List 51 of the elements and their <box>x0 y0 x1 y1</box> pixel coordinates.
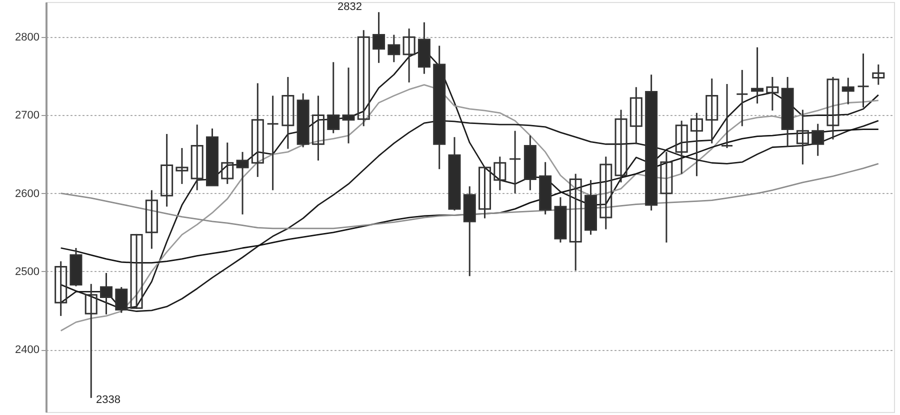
candlestick <box>54 260 68 317</box>
candlestick <box>766 76 779 112</box>
candlestick <box>357 29 370 127</box>
candlestick <box>569 173 582 272</box>
candlestick <box>826 76 840 140</box>
candlestick <box>130 233 143 310</box>
candlestick <box>706 78 718 144</box>
candlestick <box>282 76 294 150</box>
candlestick <box>145 189 158 250</box>
candlestick <box>842 77 854 106</box>
candlestick <box>478 166 492 220</box>
candlestick <box>872 64 885 86</box>
y-tick-label: 2600 <box>15 188 40 200</box>
candlestick <box>690 112 703 177</box>
candlestick <box>630 86 642 145</box>
candlestick <box>508 130 522 194</box>
candlestick <box>675 120 688 175</box>
y-tick-label: 2700 <box>15 110 40 122</box>
candlestick <box>660 151 673 244</box>
line-series <box>60 84 880 332</box>
candlestick <box>402 28 416 84</box>
candlestick <box>176 147 188 185</box>
candlestick <box>342 66 355 144</box>
candlestick <box>796 109 809 166</box>
candlestick <box>736 69 748 127</box>
candlestick <box>494 156 506 191</box>
candlestick <box>115 286 128 314</box>
candlestick <box>812 123 824 157</box>
candlestick <box>236 151 249 216</box>
y-tick-label: 2400 <box>15 344 40 356</box>
candlestick <box>857 52 870 108</box>
candlestick <box>751 46 764 104</box>
line-series <box>60 162 880 230</box>
annotation: 2832 <box>338 1 362 13</box>
candlestick <box>372 11 386 64</box>
y-tick-label: 2800 <box>15 32 40 44</box>
candlestick <box>266 94 280 191</box>
candlestick <box>327 61 340 134</box>
candlestick <box>600 156 612 230</box>
candlestick <box>720 83 734 149</box>
y-tick-label: 2500 <box>15 266 40 278</box>
candlestick <box>388 34 400 63</box>
candlestick <box>312 94 324 162</box>
candlestick <box>221 142 234 185</box>
candlestick <box>160 133 174 208</box>
candlestick <box>84 283 98 399</box>
candlestick <box>100 272 113 316</box>
annotation: 2338 <box>96 394 120 406</box>
candlestick <box>614 109 628 184</box>
candlestick <box>190 124 204 191</box>
candlestick <box>251 82 264 178</box>
